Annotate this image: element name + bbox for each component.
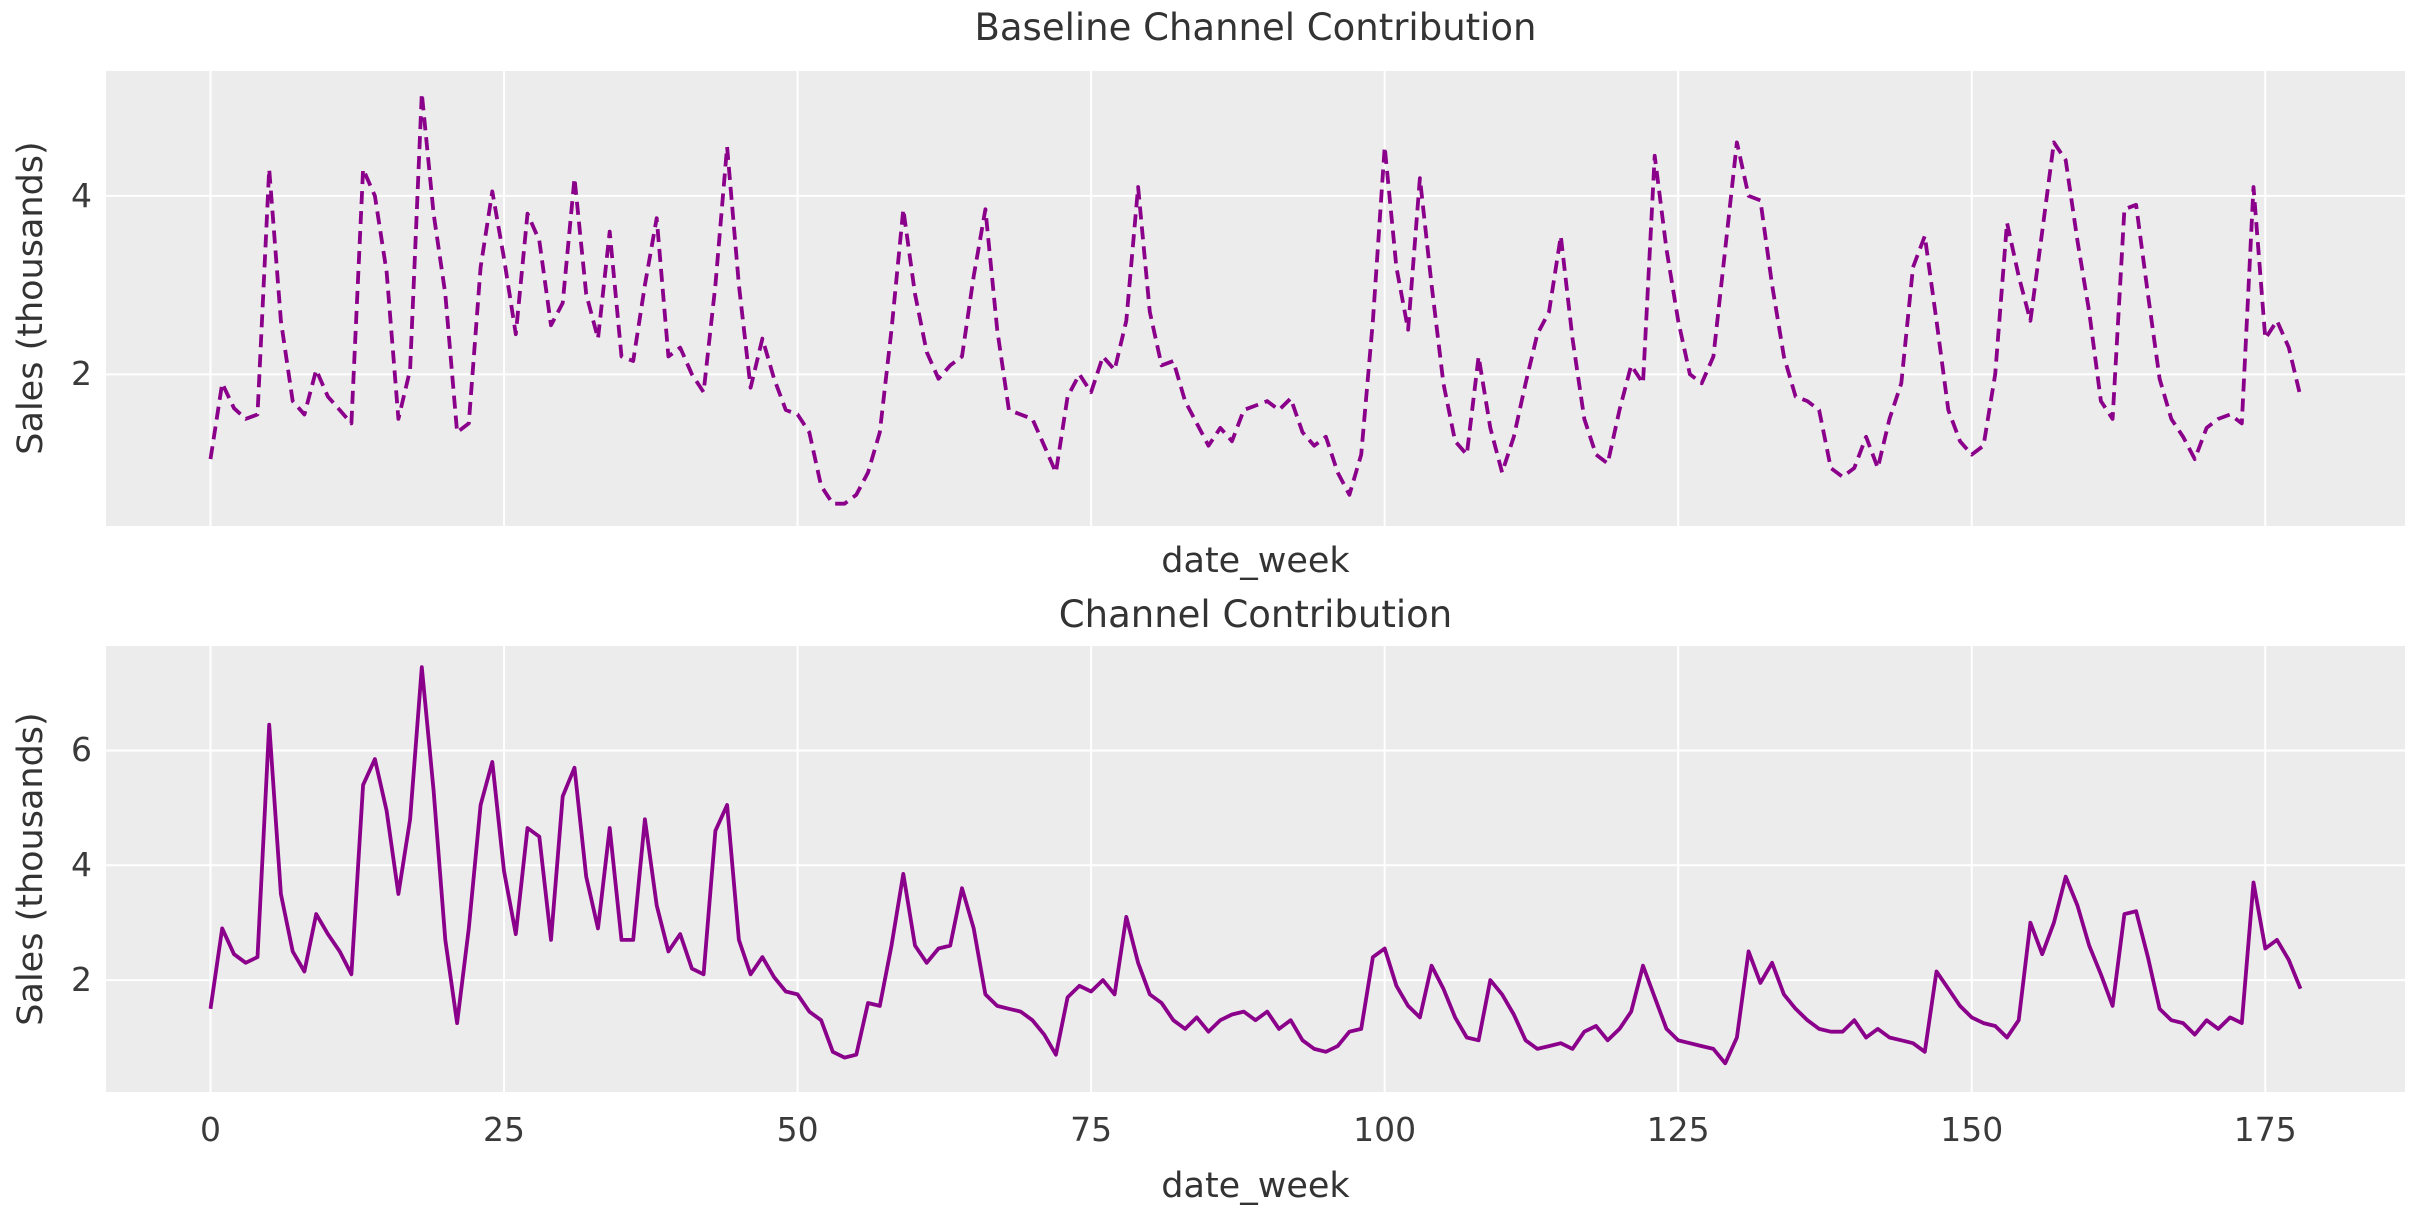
y-tick-label: 6: [71, 730, 92, 770]
x-tick-label: 75: [1070, 1110, 1113, 1149]
baseline-chart-title: Baseline Channel Contribution: [974, 6, 1537, 49]
y-tick-label: 4: [71, 845, 92, 885]
channel-series-line: [208, 665, 2303, 1066]
y-tick-label: 2: [71, 960, 92, 1000]
x-tick-label: 0: [200, 1110, 221, 1149]
baseline-x-axis-label: date_week: [1161, 541, 1350, 581]
x-tick-label: 100: [1353, 1110, 1417, 1149]
x-tick-label: 25: [483, 1110, 526, 1149]
x-tick-label: 150: [1940, 1110, 2004, 1149]
baseline-series-line: [208, 91, 2303, 506]
y-tick-label: 4: [71, 175, 92, 215]
channel-chart-title: Channel Contribution: [1058, 593, 1453, 636]
y-tick-label: 2: [71, 354, 92, 394]
channel-x-axis-label: date_week: [1161, 1166, 1350, 1206]
x-tick-label: 125: [1646, 1110, 1710, 1149]
x-tick-label: 50: [776, 1110, 819, 1149]
channel-plot-area: [106, 646, 2405, 1092]
x-tick-label: 175: [2233, 1110, 2297, 1149]
baseline-plot-area: [106, 71, 2405, 526]
